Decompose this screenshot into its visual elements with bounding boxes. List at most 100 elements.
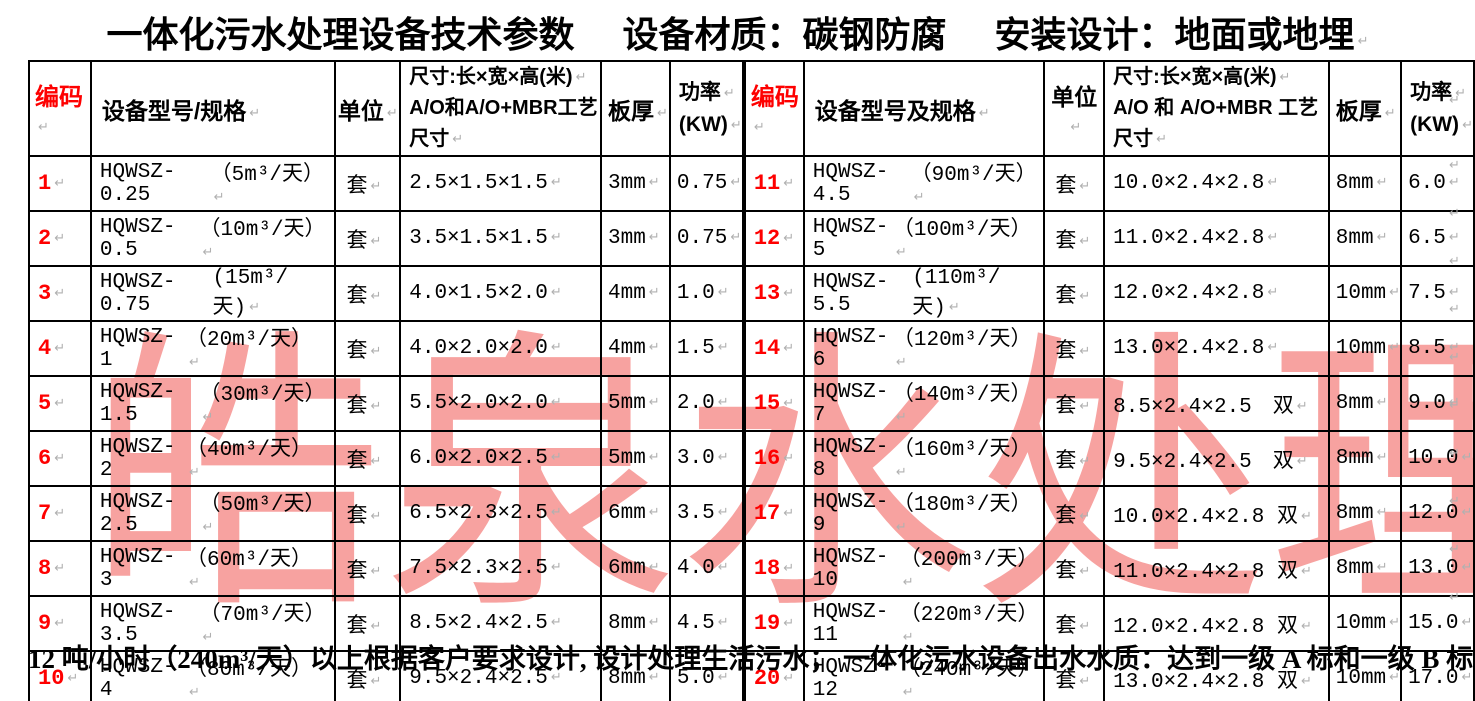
paragraph-mark: [1449, 525, 1471, 573]
row-unit-cell: 套: [334, 155, 402, 212]
row-model-cell: HQWSZ-2.5 （50m³/天）: [89, 485, 337, 542]
model-capacity: （30m³/天）: [200, 378, 326, 429]
model-number: HQWSZ-0.25: [99, 160, 176, 207]
footer-note: 12 吨/小时（240m³/天）以上根据客户要求设计, 设计处理生活污水； 一体…: [28, 637, 1475, 676]
row-code-cell: 10: [28, 650, 92, 701]
model-number: HQWSZ-7: [812, 380, 889, 427]
row-code-cell: 20: [743, 650, 805, 701]
row-unit-cell: 套: [1043, 595, 1106, 652]
table-row: 10 HQWSZ-4 （80m³/天） 套 9.5×2.4×2.5 8mm 5.…: [28, 650, 744, 701]
model-number: HQWSZ-5.5: [812, 270, 889, 317]
row-model-cell: HQWSZ-12 （240m³/天）: [802, 650, 1046, 701]
row-power-cell: 4.0: [668, 540, 744, 597]
row-unit-cell: 套: [1043, 540, 1106, 597]
row-code-cell: 14: [743, 320, 805, 377]
row-unit-cell: 套: [1043, 265, 1106, 322]
row-unit-cell: 套: [1043, 375, 1106, 432]
row-code-cell: 19: [743, 595, 805, 652]
model-number: HQWSZ-8: [812, 435, 889, 482]
row-size-cell: 4.0×1.5×2.0: [399, 265, 602, 322]
row-size-cell: 10.0×2.4×2.8 双: [1103, 485, 1330, 542]
table-row: 17 HQWSZ-9 （180m³/天） 套 10.0×2.4×2.8 双 8m…: [743, 485, 1475, 542]
row-code-cell: 17: [743, 485, 805, 542]
row-code-cell: 12: [743, 210, 805, 267]
paragraph-mark: [1449, 60, 1471, 141]
table-row: 18 HQWSZ-10 （200m³/天） 套 11.0×2.4×2.8 双 8…: [743, 540, 1475, 597]
col-header-unit: 单位: [334, 60, 402, 157]
table-row: 7 HQWSZ-2.5 （50m³/天） 套 6.5×2.3×2.5 6mm 3…: [28, 485, 744, 542]
table-row: 1 HQWSZ-0.25 （5m³/天） 套 2.5×1.5×1.5 3mm 0…: [28, 155, 744, 212]
row-model-cell: HQWSZ-4.5 （90m³/天）: [802, 155, 1046, 212]
row-size-cell: 9.5×2.4×2.5: [399, 650, 602, 701]
row-code-cell: 9: [28, 595, 92, 652]
row-code-cell: 11: [743, 155, 805, 212]
row-model-cell: HQWSZ-11 （220m³/天）: [802, 595, 1046, 652]
row-size-cell: 2.5×1.5×1.5: [399, 155, 602, 212]
model-capacity: （70m³/天）: [200, 598, 326, 649]
header-row: 编码 设备型号/规格 单位 尺寸:长×宽×高(米) A/O和A/O+MBR工艺尺…: [28, 60, 744, 157]
row-size-cell: 11.0×2.4×2.8: [1103, 210, 1330, 267]
row-model-cell: HQWSZ-8 （160m³/天）: [802, 430, 1046, 487]
row-code-cell: 13: [743, 265, 805, 322]
model-number: HQWSZ-2: [99, 435, 176, 482]
row-size-cell: 4.0×2.0×2.0: [399, 320, 602, 377]
row-code-cell: 5: [28, 375, 92, 432]
table-row: 5 HQWSZ-1.5 （30m³/天） 套 5.5×2.0×2.0 5mm 2…: [28, 375, 744, 432]
row-thickness-cell: 6mm: [599, 540, 671, 597]
col-header-power: 功率 (KW): [668, 60, 744, 157]
row-model-cell: HQWSZ-9 （180m³/天）: [802, 485, 1046, 542]
title-install: 安装设计：地面或地埋: [995, 6, 1369, 58]
model-capacity: （50m³/天）: [200, 488, 326, 539]
row-thickness-cell: 8mm: [599, 650, 671, 701]
model-capacity: （180m³/天）: [893, 488, 1032, 539]
spec-tables: 编码 设备型号/规格 单位 尺寸:长×宽×高(米) A/O和A/O+MBR工艺尺…: [28, 60, 1475, 701]
model-number: HQWSZ-4.5: [812, 160, 889, 207]
row-unit-cell: 套: [1043, 210, 1106, 267]
row-thickness-cell: 8mm: [1327, 155, 1403, 212]
row-power-cell: 0.75: [668, 155, 744, 212]
row-model-cell: HQWSZ-0.5 （10m³/天）: [89, 210, 337, 267]
col-header-thickness: 板厚: [1327, 60, 1403, 157]
table-row: 12 HQWSZ-5 （100m³/天） 套 11.0×2.4×2.8 8mm …: [743, 210, 1475, 267]
row-unit-cell: 套: [334, 430, 402, 487]
paragraph-mark: [1449, 381, 1471, 429]
model-capacity: （120m³/天）: [893, 323, 1032, 374]
title-material: 设备材质：碳钢防腐: [622, 15, 947, 55]
row-code-cell: 1: [28, 155, 92, 212]
row-unit-cell: 套: [334, 265, 402, 322]
table-row: 9 HQWSZ-3.5 （70m³/天） 套 8.5×2.4×2.5 8mm 4…: [28, 595, 744, 652]
paragraph-mark-strip: [1449, 60, 1471, 621]
model-number: HQWSZ-9: [812, 490, 889, 537]
model-capacity: （10m³/天）: [200, 213, 326, 264]
row-size-cell: 13.0×2.4×2.8 双: [1103, 650, 1330, 701]
table-row: 8 HQWSZ-3 （60m³/天） 套 7.5×2.3×2.5 6mm 4.0: [28, 540, 744, 597]
row-thickness-cell: 6mm: [599, 485, 671, 542]
row-thickness-cell: 10mm: [1327, 265, 1403, 322]
model-capacity: （5m³/天）: [211, 158, 324, 209]
row-size-cell: 12.0×2.4×2.8 双: [1103, 595, 1330, 652]
row-model-cell: HQWSZ-2 （40m³/天）: [89, 430, 337, 487]
row-size-cell: 8.5×2.4×2.5 双: [1103, 375, 1330, 432]
row-unit-cell: 套: [334, 375, 402, 432]
row-thickness-cell: 5mm: [599, 375, 671, 432]
row-thickness-cell: 10mm: [1327, 595, 1403, 652]
model-number: HQWSZ-10: [812, 545, 889, 592]
row-unit-cell: 套: [1043, 485, 1106, 542]
row-code-cell: 3: [28, 265, 92, 322]
table-row: 15 HQWSZ-7 （140m³/天） 套 8.5×2.4×2.5 双 8mm…: [743, 375, 1475, 432]
row-size-cell: 11.0×2.4×2.8 双: [1103, 540, 1330, 597]
row-size-cell: 10.0×2.4×2.8: [1103, 155, 1330, 212]
col-header-code: 编码: [743, 60, 805, 157]
row-unit-cell: 套: [1043, 650, 1106, 701]
row-size-cell: 6.0×2.0×2.5: [399, 430, 602, 487]
row-model-cell: HQWSZ-6 （120m³/天）: [802, 320, 1046, 377]
model-number: HQWSZ-4: [99, 655, 176, 701]
col-header-model: 设备型号/规格: [89, 60, 337, 157]
model-number: HQWSZ-0.5: [99, 215, 176, 262]
model-number: HQWSZ-3: [99, 545, 176, 592]
col-header-model: 设备型号及规格: [802, 60, 1046, 157]
row-power-cell: 3.0: [668, 430, 744, 487]
row-unit-cell: 套: [334, 650, 402, 701]
row-thickness-cell: 3mm: [599, 155, 671, 212]
row-thickness-cell: 8mm: [1327, 210, 1403, 267]
